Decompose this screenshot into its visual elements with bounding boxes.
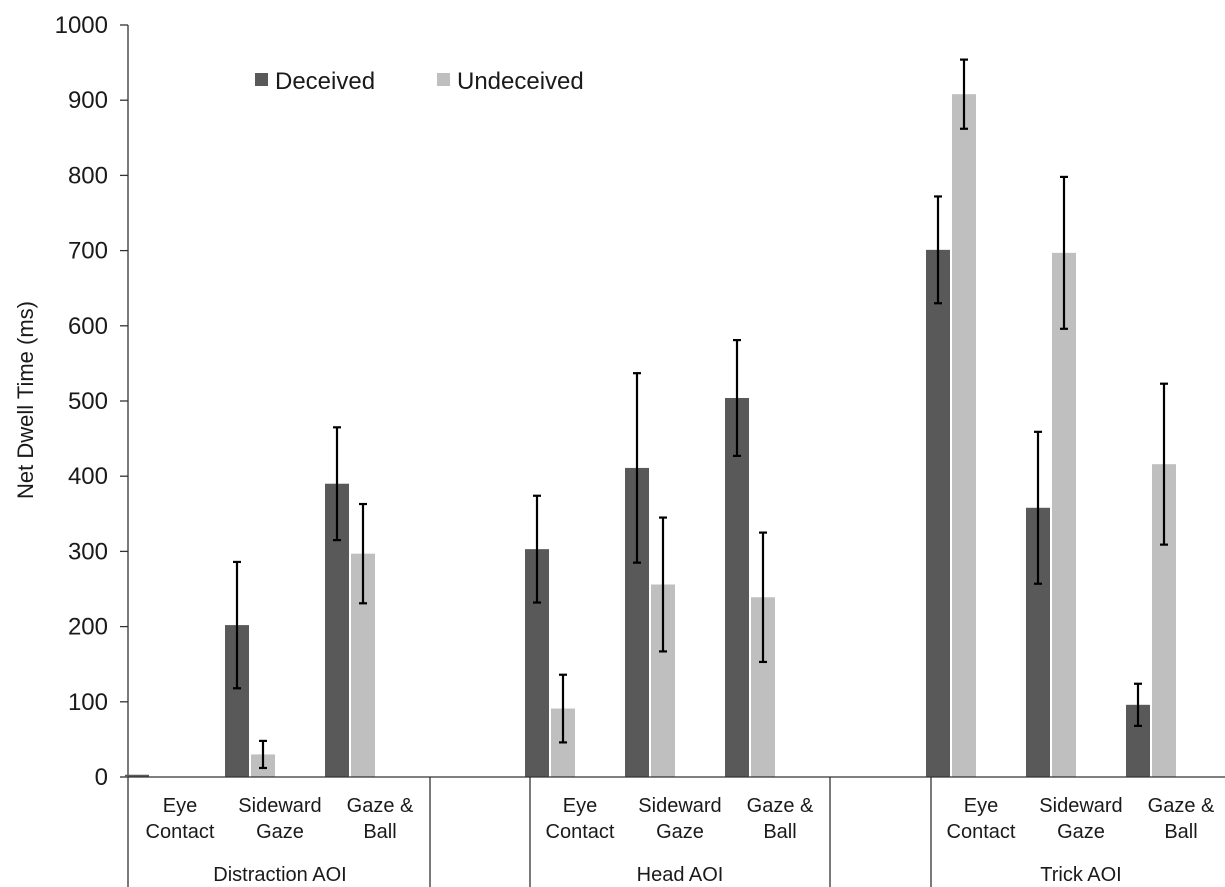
category-label: Gaze & Ball bbox=[1148, 795, 1215, 843]
legend-swatch-undeceived bbox=[437, 73, 450, 86]
y-tick-label: 500 bbox=[68, 388, 108, 415]
error-bar bbox=[1060, 175, 1068, 330]
bar-deceived bbox=[725, 397, 749, 777]
error-bar bbox=[659, 516, 667, 653]
bars bbox=[125, 58, 1176, 777]
y-tick-label: 0 bbox=[95, 764, 108, 791]
y-axis: 0 100 200 300 400 500 600 700 800 900 1000 bbox=[55, 12, 129, 791]
y-tick-label: 600 bbox=[68, 313, 108, 340]
legend-swatch-deceived bbox=[255, 73, 268, 86]
error-bar bbox=[733, 338, 741, 457]
error-bar bbox=[359, 502, 367, 605]
error-bar bbox=[633, 372, 641, 564]
group-label: Head AOI bbox=[637, 864, 724, 886]
category-label: Eye Contact bbox=[546, 795, 615, 843]
bar-deceived bbox=[926, 249, 950, 777]
y-tick-label: 700 bbox=[68, 238, 108, 265]
error-bar bbox=[960, 58, 968, 130]
y-tick-label: 800 bbox=[68, 162, 108, 189]
group-label: Distraction AOI bbox=[213, 864, 346, 886]
legend-label-undeceived: Undeceived bbox=[457, 68, 584, 95]
y-tick-label: 100 bbox=[68, 689, 108, 716]
y-tick-label: 200 bbox=[68, 614, 108, 641]
category-label: Gaze & Ball bbox=[747, 795, 814, 843]
error-bar bbox=[759, 531, 767, 664]
bar-undeceived bbox=[1052, 252, 1076, 777]
category-label: Sideward Gaze bbox=[1039, 795, 1122, 843]
category-label: Eye Contact bbox=[947, 795, 1016, 843]
y-tick-label: 400 bbox=[68, 463, 108, 490]
error-bar bbox=[1134, 682, 1142, 727]
category-label: Gaze & Ball bbox=[347, 795, 414, 843]
y-tick-label: 1000 bbox=[55, 12, 108, 39]
error-bar bbox=[1160, 382, 1168, 546]
legend-label-deceived: Deceived bbox=[275, 68, 375, 95]
y-tick-label: 300 bbox=[68, 538, 108, 565]
category-label: Sideward Gaze bbox=[638, 795, 721, 843]
bar-deceived bbox=[125, 774, 149, 777]
category-label: Eye Contact bbox=[146, 795, 215, 843]
error-bar bbox=[934, 195, 942, 305]
error-bar bbox=[259, 739, 267, 770]
error-bar bbox=[1034, 430, 1042, 585]
y-axis-label: Net Dwell Time (ms) bbox=[13, 301, 38, 499]
legend: Deceived Undeceived bbox=[255, 68, 584, 95]
error-bar bbox=[559, 673, 567, 744]
y-tick-label: 900 bbox=[68, 87, 108, 114]
error-bar bbox=[233, 560, 241, 690]
error-bar bbox=[333, 426, 341, 542]
group-label: Trick AOI bbox=[1040, 864, 1121, 886]
error-bar bbox=[533, 494, 541, 604]
category-label: Sideward Gaze bbox=[238, 795, 321, 843]
bar-undeceived bbox=[952, 94, 976, 777]
